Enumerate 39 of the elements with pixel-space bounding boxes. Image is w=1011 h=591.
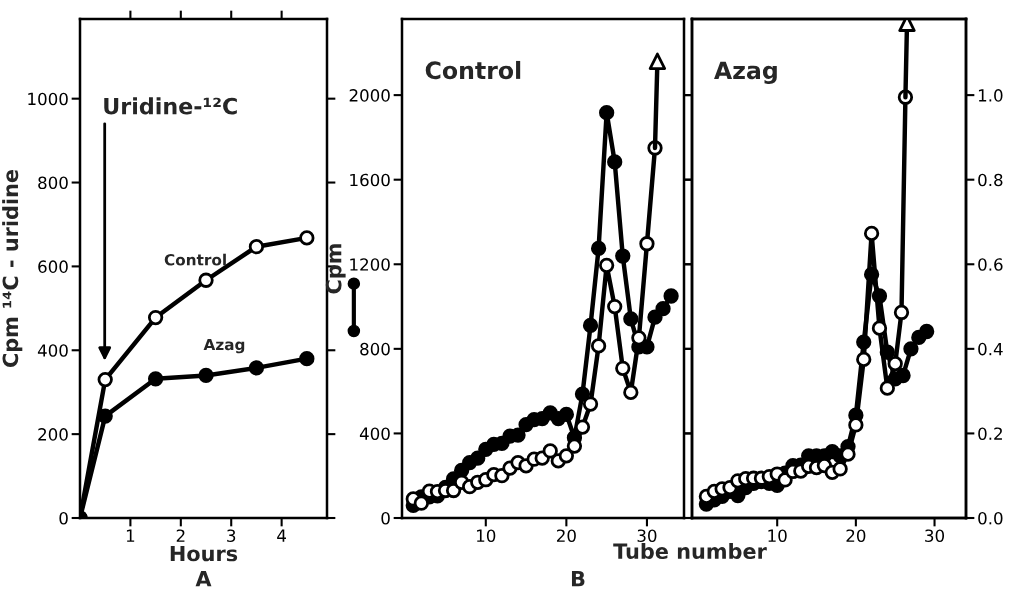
y-tick-label: 400 [359,427,390,440]
y-tick-label: 400 [37,344,68,357]
y2-tick-label: 0.2 [978,427,1002,440]
y-tick-label: 1000 [28,92,68,106]
y-axis-title: Cpm [325,244,346,294]
x-tick-label: 30 [925,529,945,543]
y2-tick-label: 0.0 [978,511,1003,525]
annotation: Uridine-¹²C [104,97,237,115]
x-tick-label: 3 [227,529,236,543]
text: Azag [714,61,777,84]
x-tick-label: 20 [846,529,866,543]
x-axis-title: Hours [170,545,238,562]
x-tick-label: 1 [126,529,135,542]
annotation: Azag [203,338,245,354]
y-tick-label: 1600 [350,173,390,187]
y-tick-label: 1200 [350,258,390,271]
text: Control [425,60,521,80]
y2-tick-label: 0.6 [978,258,1003,271]
text: B [571,571,585,587]
y-tick-label: 0 [59,511,68,525]
x-tick-label: 10 [768,529,787,543]
annotation: Control [164,253,226,266]
y-tick-label: 800 [360,342,390,356]
x-axis-title: Tube number [613,542,767,560]
y2-tick-label: 0.8 [978,173,1003,187]
x-tick-label: 10 [477,529,496,543]
y2-tick-label: 1.0 [978,89,1003,102]
y-axis-title: Cpm ¹⁴C - uridine [2,169,23,368]
y-tick-label: 200 [38,428,68,441]
y-tick-label: 800 [38,176,68,190]
x-tick-label: 30 [637,529,657,543]
x-tick-label: 20 [556,529,576,543]
text: A [195,571,212,587]
y-tick-label: 2000 [349,89,390,102]
y-tick-label: 600 [38,260,68,273]
y-tick-label: 0 [381,511,390,525]
x-tick-label: 2 [176,529,185,542]
x-tick-label: 4 [277,529,286,542]
y2-tick-label: 0.4 [978,342,1003,356]
